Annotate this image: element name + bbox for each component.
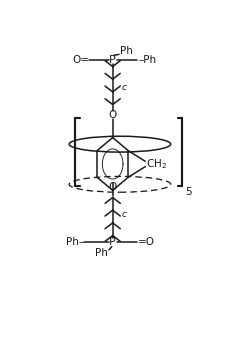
Text: =O: =O [138, 237, 155, 247]
Text: Ph: Ph [120, 46, 133, 56]
Text: O=: O= [72, 55, 89, 64]
Text: P: P [109, 55, 116, 64]
Text: c: c [122, 210, 127, 219]
Text: –Ph: –Ph [138, 55, 156, 64]
Text: O: O [109, 110, 117, 120]
Text: 5: 5 [185, 187, 192, 197]
Text: Ph–: Ph– [66, 237, 84, 247]
Text: O: O [109, 182, 117, 192]
Text: Ph: Ph [95, 248, 108, 258]
Text: c: c [122, 83, 127, 92]
Text: P: P [109, 237, 116, 247]
Text: CH$_2$: CH$_2$ [146, 157, 167, 171]
